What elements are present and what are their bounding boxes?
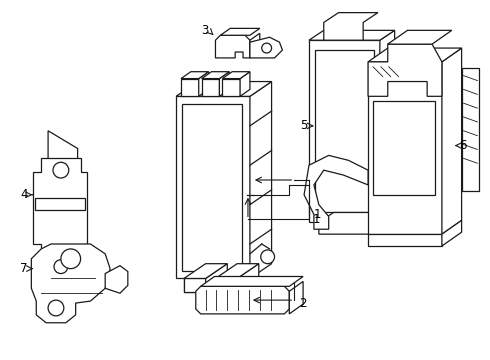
Polygon shape (220, 28, 260, 35)
Polygon shape (442, 220, 462, 246)
Polygon shape (206, 264, 227, 292)
Polygon shape (309, 30, 394, 40)
Circle shape (61, 249, 80, 269)
Polygon shape (250, 82, 271, 278)
Bar (462, 68, 479, 191)
Text: 2: 2 (299, 297, 307, 310)
Polygon shape (38, 257, 82, 276)
Bar (35, 198, 84, 210)
Polygon shape (222, 72, 250, 78)
Polygon shape (181, 72, 209, 78)
Bar (176, 96, 250, 278)
Text: 1: 1 (313, 213, 320, 226)
Bar (182, 104, 242, 271)
Polygon shape (33, 158, 88, 257)
Circle shape (262, 43, 271, 53)
Polygon shape (380, 30, 394, 222)
Polygon shape (196, 286, 289, 314)
Polygon shape (237, 264, 259, 292)
Bar (216, 278, 237, 292)
Bar (373, 101, 435, 195)
Polygon shape (216, 35, 250, 58)
Polygon shape (184, 264, 227, 278)
Polygon shape (324, 13, 378, 40)
Polygon shape (105, 266, 128, 293)
Polygon shape (442, 48, 462, 234)
Bar (368, 62, 442, 234)
Polygon shape (368, 48, 462, 62)
Polygon shape (220, 72, 229, 96)
Text: 5: 5 (300, 120, 307, 132)
Text: 7: 7 (20, 262, 27, 275)
Polygon shape (48, 131, 77, 160)
Circle shape (53, 162, 69, 178)
Polygon shape (319, 212, 394, 234)
Polygon shape (368, 44, 442, 96)
Bar (181, 78, 199, 96)
Bar (184, 278, 206, 292)
Polygon shape (250, 33, 260, 58)
Circle shape (261, 250, 274, 264)
Bar (202, 78, 220, 96)
Bar (184, 278, 206, 292)
Bar (309, 40, 380, 222)
Circle shape (48, 300, 64, 316)
Polygon shape (31, 244, 110, 323)
Polygon shape (199, 72, 209, 96)
Polygon shape (250, 37, 282, 58)
Bar (222, 78, 240, 96)
Text: 6: 6 (459, 139, 466, 152)
Polygon shape (216, 264, 259, 278)
Polygon shape (176, 82, 271, 96)
Text: 1: 1 (314, 208, 321, 221)
Polygon shape (202, 72, 229, 78)
Polygon shape (304, 156, 368, 229)
Polygon shape (240, 72, 250, 96)
Polygon shape (388, 30, 452, 44)
Polygon shape (201, 276, 303, 286)
Text: 4: 4 (20, 188, 27, 201)
Polygon shape (289, 282, 303, 314)
Circle shape (54, 260, 68, 274)
Bar (315, 50, 374, 212)
Bar (368, 234, 442, 246)
Text: 3: 3 (201, 24, 209, 37)
